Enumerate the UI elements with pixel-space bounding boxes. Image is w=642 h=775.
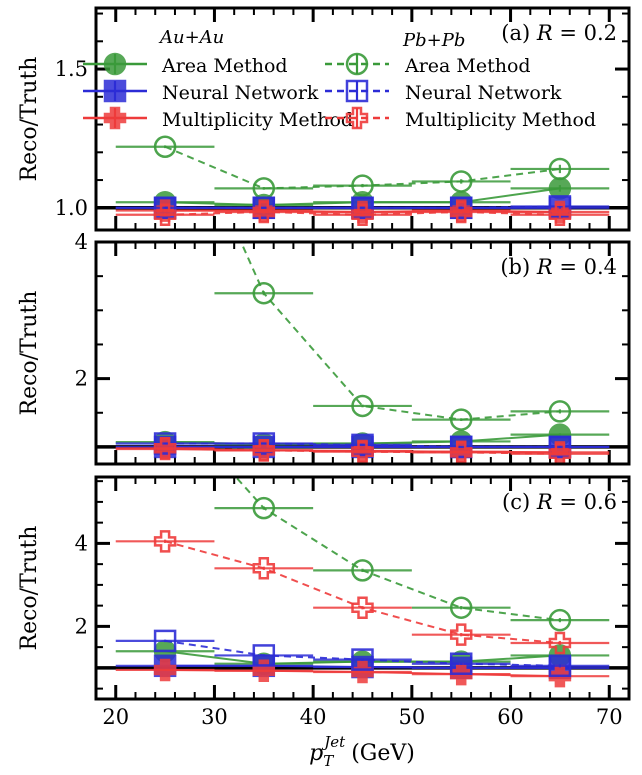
x-axis-title-main: p	[309, 741, 323, 766]
legend-label-pbpb-area: Area Method	[404, 55, 531, 77]
panel-label-c: (c) R = 0.6	[502, 490, 617, 514]
x-tick-label-60: 60	[497, 705, 524, 729]
x-tick-label-50: 50	[398, 705, 425, 729]
legend-key-auau-area	[83, 54, 147, 74]
legend-key-auau-mult	[83, 108, 147, 128]
legend-marker-auau-area	[105, 54, 125, 74]
series-c-au-au-multiplicity-method	[116, 660, 610, 686]
y-tick-label-a-1: 1.5	[55, 57, 88, 81]
y-axis-title-b: Reco/Truth	[17, 291, 42, 416]
legend-key-pbpb-area	[325, 54, 389, 74]
legend-marker-auau-nn	[105, 81, 125, 101]
y-tick-label-b-1: 4	[75, 230, 88, 254]
legend-label-auau-mult: Multiplicity Method	[162, 109, 353, 131]
data-a	[116, 137, 610, 225]
legend-label-auau-nn: Neural Network	[162, 82, 319, 104]
panel-label-a: (a) R = 0.2	[501, 21, 617, 45]
series-c-pb-pb-multiplicity-method	[116, 531, 610, 653]
point-c-pb-pb-area-method-0	[155, 388, 175, 408]
legend-header-pbpb: Pb+Pb	[402, 30, 465, 51]
legend-key-pbpb-nn	[325, 81, 389, 101]
panel-label-b: (b) R = 0.4	[500, 255, 617, 279]
x-tick-label-30: 30	[201, 705, 228, 729]
y-tick-label-c-0: 2	[75, 614, 88, 638]
x-tick-label-40: 40	[300, 705, 327, 729]
x-axis-title-unit: (GeV)	[351, 741, 415, 766]
legend-header-auau: Au+Au	[158, 27, 224, 48]
x-tick-label-20: 20	[102, 705, 129, 729]
y-tick-label-a-0: 1.0	[55, 196, 88, 220]
x-axis-title-sub: T	[323, 752, 334, 770]
legend-marker-auau-mult	[105, 108, 125, 128]
legend-label-pbpb-nn: Neural Network	[405, 82, 562, 104]
x-tick-label-70: 70	[596, 705, 623, 729]
y-axis-title-a: Reco/Truth	[17, 57, 42, 182]
legend-label-auau-area: Area Method	[161, 55, 288, 77]
x-axis-title: pTJet (GeV)	[309, 733, 415, 770]
x-axis-title-sup: Jet	[321, 733, 346, 751]
legend-key-auau-nn	[83, 81, 147, 101]
legend-label-pbpb-mult: Multiplicity Method	[405, 109, 596, 131]
y-tick-label-c-1: 4	[75, 531, 88, 555]
series-line-c-pb-pb-multiplicity-method	[165, 541, 560, 643]
y-tick-label-b-0: 2	[75, 367, 88, 391]
y-axis-title-c: Reco/Truth	[17, 526, 42, 651]
